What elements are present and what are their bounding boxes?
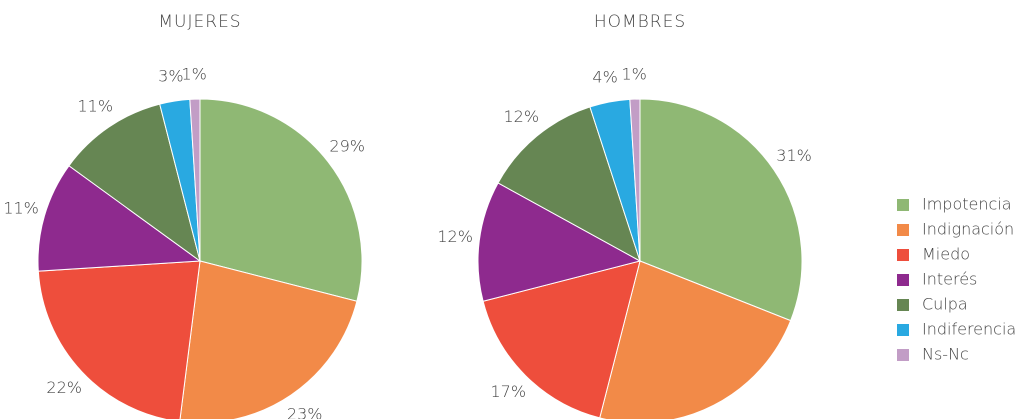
legend-swatch	[897, 324, 909, 336]
legend-label: Miedo	[922, 245, 970, 264]
data-label: 11%	[3, 199, 39, 218]
legend-swatch	[897, 249, 909, 261]
data-label: 3%	[158, 66, 183, 85]
legend-label: Impotencia	[922, 195, 1012, 214]
legend-label: Indignación	[922, 220, 1014, 239]
pie-slice	[37, 260, 201, 419]
pie-slice	[639, 98, 803, 322]
data-label: 1%	[621, 64, 646, 83]
data-label: 22%	[46, 378, 82, 397]
legend-swatch	[897, 224, 909, 236]
chart-title: HOMBRES	[594, 12, 686, 32]
legend-swatch	[897, 299, 909, 311]
data-label: 23%	[707, 416, 743, 419]
legend-swatch	[897, 199, 909, 211]
pie-slice	[179, 260, 358, 419]
data-label: 12%	[437, 227, 473, 246]
legend-label: Interés	[922, 270, 977, 289]
data-label: 4%	[592, 67, 617, 86]
data-label: 23%	[287, 405, 323, 419]
data-label: 11%	[78, 96, 114, 115]
legend-swatch	[897, 349, 909, 361]
data-label: 1%	[181, 64, 206, 83]
legend-label: Ns-Nc	[922, 345, 969, 364]
pie-slice	[37, 165, 202, 272]
pie-slice	[482, 260, 641, 419]
legend-swatch	[897, 274, 909, 286]
pie-slice	[68, 103, 201, 263]
legend-label: Indiferencia	[922, 320, 1016, 339]
pie-slice	[477, 182, 642, 302]
data-label: 17%	[490, 382, 526, 401]
legend-label: Culpa	[922, 295, 968, 314]
chart-title: MUJERES	[158, 12, 241, 32]
pie-slice	[599, 260, 792, 419]
pie-slice	[199, 98, 363, 302]
pie-slice	[497, 106, 641, 263]
data-label: 12%	[503, 107, 539, 126]
pie-slice	[189, 98, 201, 262]
data-label: 29%	[329, 136, 365, 155]
pie-slice	[629, 98, 641, 262]
data-label: 31%	[776, 146, 812, 165]
